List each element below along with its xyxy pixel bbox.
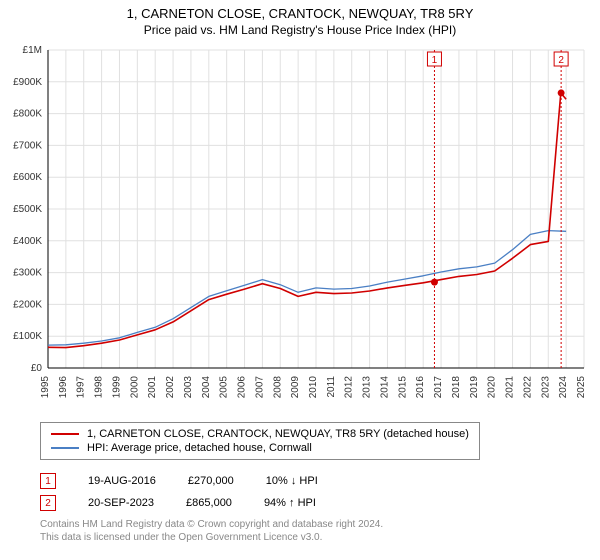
event-delta: 10% ↓ HPI [266,475,318,487]
legend-swatch [51,447,79,449]
svg-text:£0: £0 [31,363,43,374]
svg-text:2: 2 [558,55,564,66]
legend-item: HPI: Average price, detached house, Corn… [51,441,469,455]
event-date: 20-SEP-2023 [88,497,154,509]
event-price: £865,000 [186,497,232,509]
price-chart: £0 £100K £200K £300K £400K £500K £600K £700K £80… [0,42,600,416]
event-row: 1 19-AUG-2016 £270,000 10% ↓ HPI [40,470,318,492]
svg-text:2025: 2025 [576,376,587,399]
legend-label: 1, CARNETON CLOSE, CRANTOCK, NEWQUAY, TR… [87,428,469,440]
event-badge: 2 [40,495,56,511]
svg-text:2004: 2004 [201,376,212,399]
footer-line: This data is licensed under the Open Gov… [40,531,383,544]
svg-text:£400K: £400K [13,236,42,247]
svg-text:2005: 2005 [219,376,230,399]
svg-text:2010: 2010 [308,376,319,399]
svg-text:£200K: £200K [13,299,42,310]
svg-text:£700K: £700K [13,140,42,151]
svg-text:£600K: £600K [13,172,42,183]
footer-attribution: Contains HM Land Registry data © Crown c… [40,518,383,544]
svg-text:£300K: £300K [13,268,42,279]
event-row: 2 20-SEP-2023 £865,000 94% ↑ HPI [40,492,318,514]
svg-text:£100K: £100K [13,331,42,342]
svg-text:£800K: £800K [13,109,42,120]
svg-text:£500K: £500K [13,204,42,215]
svg-text:2007: 2007 [254,376,265,399]
svg-text:2023: 2023 [540,376,551,399]
svg-text:2016: 2016 [415,376,426,399]
svg-text:£900K: £900K [13,77,42,88]
svg-text:1996: 1996 [58,376,69,399]
svg-text:2009: 2009 [290,376,301,399]
svg-text:2021: 2021 [505,376,516,399]
event-price: £270,000 [188,475,234,487]
svg-text:2014: 2014 [379,376,390,399]
legend-label: HPI: Average price, detached house, Corn… [87,442,312,454]
svg-text:2003: 2003 [183,376,194,399]
svg-text:1998: 1998 [94,376,105,399]
page-subtitle: Price paid vs. HM Land Registry's House … [0,21,600,37]
svg-text:2008: 2008 [272,376,283,399]
svg-text:2000: 2000 [129,376,140,399]
footer-line: Contains HM Land Registry data © Crown c… [40,518,383,531]
page-title: 1, CARNETON CLOSE, CRANTOCK, NEWQUAY, TR… [0,0,600,21]
svg-text:1: 1 [432,55,438,66]
svg-text:2015: 2015 [397,376,408,399]
svg-text:2013: 2013 [362,376,373,399]
svg-text:1999: 1999 [111,376,122,399]
svg-text:2022: 2022 [522,376,533,399]
svg-text:2012: 2012 [344,376,355,399]
svg-text:2011: 2011 [326,376,337,398]
svg-text:2020: 2020 [487,376,498,399]
svg-text:£1M: £1M [23,45,42,56]
event-date: 19-AUG-2016 [88,475,156,487]
legend-swatch [51,433,79,435]
chart-legend: 1, CARNETON CLOSE, CRANTOCK, NEWQUAY, TR… [40,422,480,460]
svg-text:2002: 2002 [165,376,176,399]
svg-text:2018: 2018 [451,376,462,399]
svg-text:2019: 2019 [469,376,480,399]
svg-text:2017: 2017 [433,376,444,399]
event-badge: 1 [40,473,56,489]
svg-text:1997: 1997 [76,376,87,399]
event-delta: 94% ↑ HPI [264,497,316,509]
legend-item: 1, CARNETON CLOSE, CRANTOCK, NEWQUAY, TR… [51,427,469,441]
svg-text:2024: 2024 [558,376,569,399]
events-table: 1 19-AUG-2016 £270,000 10% ↓ HPI 2 20-SE… [40,470,318,514]
svg-text:2006: 2006 [237,376,248,399]
svg-text:1995: 1995 [40,376,51,399]
svg-text:2001: 2001 [147,376,158,399]
